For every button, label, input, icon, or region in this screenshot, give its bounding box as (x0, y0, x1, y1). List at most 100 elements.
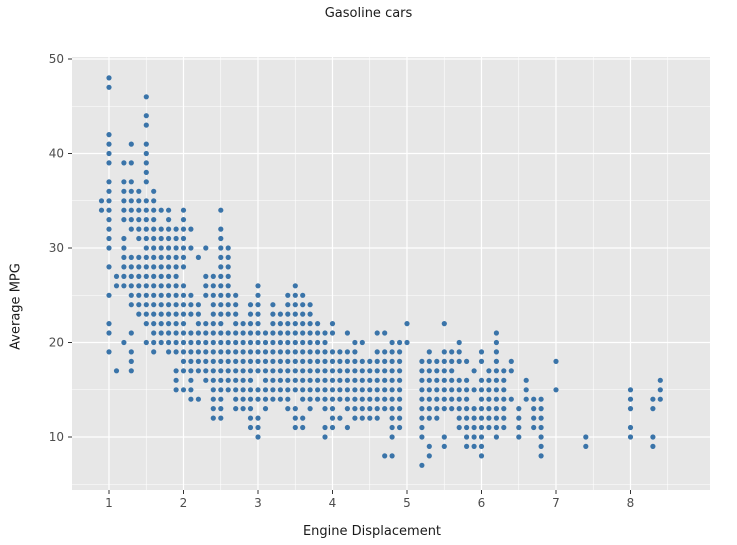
data-point (285, 396, 291, 402)
data-point (188, 245, 194, 251)
data-point (426, 453, 432, 459)
y-tick-label: 30 (49, 241, 64, 255)
data-point (352, 387, 358, 393)
data-point (136, 254, 142, 260)
data-point (441, 349, 447, 355)
data-point (329, 321, 336, 327)
data-point (292, 358, 298, 364)
data-point (531, 396, 537, 402)
data-point (143, 226, 149, 232)
data-point (151, 321, 157, 327)
data-point (367, 358, 373, 364)
data-point (158, 264, 164, 270)
data-point (166, 245, 172, 251)
data-point (456, 424, 462, 431)
data-point (352, 377, 358, 383)
data-point (128, 302, 134, 308)
data-point (210, 406, 216, 412)
data-point (240, 368, 246, 374)
data-point (397, 358, 403, 364)
data-point (188, 387, 194, 393)
data-point (151, 188, 157, 194)
data-point (255, 339, 261, 346)
data-point (225, 339, 231, 346)
data-point (464, 377, 470, 383)
data-point (352, 349, 358, 355)
data-point (255, 349, 261, 355)
data-point (218, 283, 224, 289)
data-point (128, 198, 134, 204)
data-point (128, 141, 134, 147)
data-point (434, 368, 440, 374)
data-point (464, 434, 470, 440)
data-point (300, 311, 306, 317)
data-point (337, 415, 343, 421)
data-point (106, 235, 112, 242)
data-point (233, 406, 239, 412)
data-point (307, 321, 313, 327)
x-tick-label: 4 (329, 496, 337, 510)
data-point (106, 179, 112, 185)
data-point (397, 377, 403, 383)
data-point (166, 273, 172, 279)
data-point (270, 321, 276, 327)
data-point (195, 254, 201, 260)
data-point (113, 273, 120, 279)
data-point (225, 264, 231, 270)
data-point (255, 424, 261, 431)
data-point (456, 406, 462, 412)
data-point (136, 273, 142, 279)
data-point (262, 396, 269, 402)
data-point (478, 396, 485, 402)
data-point (210, 339, 216, 346)
data-point (419, 415, 425, 421)
data-point (441, 443, 447, 449)
data-point (128, 264, 134, 270)
data-point (344, 424, 350, 431)
data-point (195, 368, 201, 374)
data-point (128, 292, 134, 298)
data-point (449, 387, 455, 393)
data-point (359, 406, 365, 412)
data-point (143, 198, 149, 204)
data-point (493, 415, 499, 421)
data-point (277, 387, 283, 393)
data-point (158, 254, 164, 260)
data-point (449, 368, 455, 374)
data-point (285, 292, 291, 298)
data-point (203, 368, 209, 374)
data-point (136, 226, 142, 232)
data-point (247, 377, 254, 383)
data-point (166, 217, 172, 223)
data-point (173, 321, 179, 327)
data-point (255, 321, 261, 327)
data-point (493, 387, 499, 393)
data-point (218, 292, 224, 298)
data-point (426, 443, 432, 449)
data-point (404, 321, 410, 327)
data-point (255, 387, 261, 393)
data-point (478, 415, 485, 421)
data-point (471, 387, 477, 393)
data-point (441, 368, 447, 374)
data-point (449, 358, 455, 364)
data-point (315, 321, 321, 327)
data-point (106, 292, 112, 298)
y-tick-label: 10 (49, 430, 64, 444)
data-point (262, 330, 269, 336)
data-point (143, 321, 149, 327)
data-point (516, 406, 522, 412)
data-point (247, 302, 254, 308)
data-point (106, 245, 112, 251)
data-point (352, 358, 358, 364)
data-point (106, 141, 112, 147)
data-point (106, 349, 112, 355)
data-point (292, 415, 298, 421)
data-point (128, 283, 134, 289)
data-point (307, 358, 313, 364)
data-point (270, 396, 276, 402)
data-point (188, 368, 194, 374)
data-point (210, 330, 216, 336)
data-point (173, 254, 179, 260)
